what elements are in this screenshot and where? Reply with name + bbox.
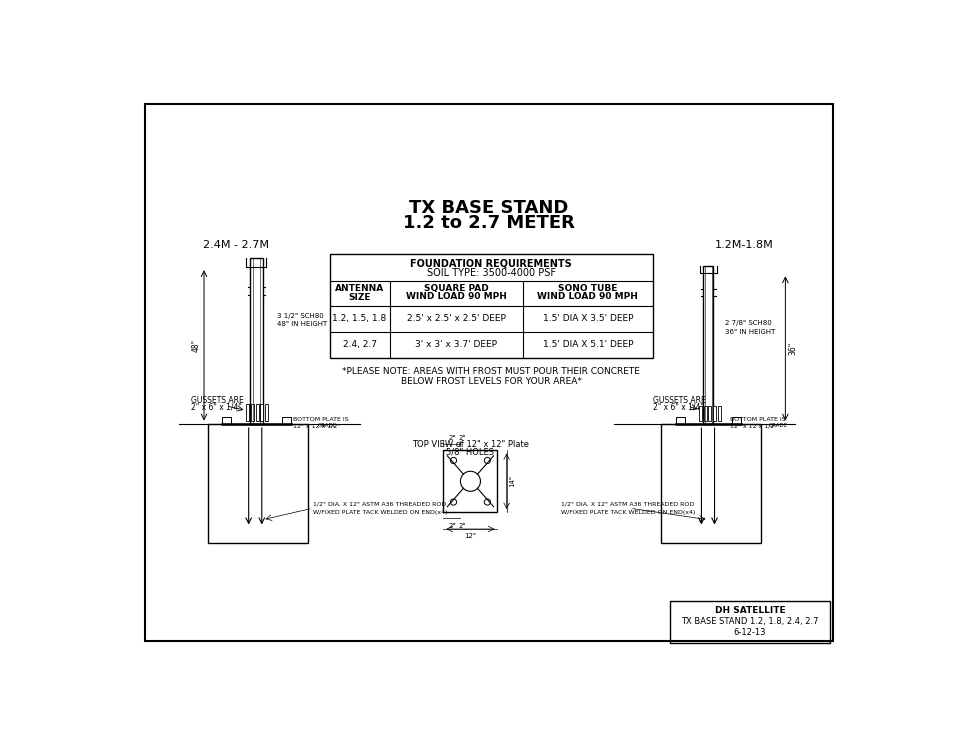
Text: TX BASE STAND: TX BASE STAND	[409, 199, 568, 217]
Bar	[265, 404, 268, 421]
Text: GUSSETS ARE: GUSSETS ARE	[191, 396, 243, 405]
Bar	[703, 406, 706, 421]
Text: 1.2M-1.8M: 1.2M-1.8M	[714, 240, 772, 250]
Bar	[675, 418, 684, 424]
Text: 2.4, 2.7: 2.4, 2.7	[342, 340, 376, 350]
Text: 2": 2"	[448, 435, 456, 441]
Text: 12" x 12 x 1/2": 12" x 12 x 1/2"	[293, 424, 339, 428]
Text: 6-12-13: 6-12-13	[733, 628, 765, 637]
Text: SQUARE PAD: SQUARE PAD	[423, 284, 488, 293]
Text: 2 7/8" SCH80: 2 7/8" SCH80	[723, 320, 770, 326]
Bar	[260, 404, 263, 421]
Text: ANTENNA: ANTENNA	[335, 284, 384, 293]
Text: 2.4M - 2.7M: 2.4M - 2.7M	[202, 240, 269, 250]
Text: GRADE: GRADE	[767, 423, 787, 427]
Text: BELOW FROST LEVELS FOR YOUR AREA*: BELOW FROST LEVELS FOR YOUR AREA*	[400, 376, 581, 386]
Text: 36": 36"	[787, 342, 797, 355]
Text: WIND LOAD 90 MPH: WIND LOAD 90 MPH	[405, 292, 506, 301]
Bar	[251, 404, 253, 421]
Text: W/FIXED PLATE TACK WELDED ON END(x4): W/FIXED PLATE TACK WELDED ON END(x4)	[313, 509, 447, 514]
Text: TOP VIEW of 12" x 12" Plate: TOP VIEW of 12" x 12" Plate	[412, 440, 528, 449]
Text: 12": 12"	[464, 533, 476, 539]
Bar	[717, 406, 720, 421]
Bar	[669, 601, 829, 643]
Text: 2": 2"	[448, 523, 456, 529]
Bar	[443, 450, 497, 512]
Text: 48": 48"	[192, 339, 201, 352]
Bar	[659, 424, 760, 543]
Text: 3' x 3' x 3.7' DEEP: 3' x 3' x 3.7' DEEP	[415, 340, 497, 350]
Text: SOIL TYPE: 3500-4000 PSF: SOIL TYPE: 3500-4000 PSF	[426, 268, 556, 277]
Text: BOTTOM PLATE IS: BOTTOM PLATE IS	[293, 417, 348, 422]
Text: SIZE: SIZE	[348, 294, 371, 303]
Text: 1.5' DIA X 3.5' DEEP: 1.5' DIA X 3.5' DEEP	[542, 314, 633, 323]
Text: 2" x 6" x 1/4": 2" x 6" x 1/4"	[191, 403, 241, 412]
Bar	[731, 418, 740, 424]
Bar	[221, 418, 231, 424]
Text: GUSSETS ARE: GUSSETS ARE	[652, 396, 705, 405]
Text: 3 1/2" SCH80: 3 1/2" SCH80	[277, 313, 324, 319]
Bar	[708, 406, 711, 421]
Text: TX BASE STAND 1.2, 1.8, 2.4, 2.7: TX BASE STAND 1.2, 1.8, 2.4, 2.7	[680, 617, 818, 626]
Bar	[699, 406, 701, 421]
Text: 36" IN HEIGHT: 36" IN HEIGHT	[723, 329, 774, 335]
Text: 2": 2"	[457, 523, 465, 529]
Bar	[702, 266, 713, 424]
Bar	[246, 404, 249, 421]
Text: 1.2 to 2.7 METER: 1.2 to 2.7 METER	[402, 214, 575, 232]
Text: DH SATELLITE: DH SATELLITE	[714, 606, 784, 615]
Text: GRADE: GRADE	[317, 423, 336, 427]
Text: 14": 14"	[509, 475, 516, 487]
Text: BOTTOM PLATE IS: BOTTOM PLATE IS	[729, 417, 784, 422]
Text: 2" x 6" x 1/4": 2" x 6" x 1/4"	[652, 403, 703, 412]
Text: *PLEASE NOTE: AREAS WITH FROST MUST POUR THEIR CONCRETE: *PLEASE NOTE: AREAS WITH FROST MUST POUR…	[342, 368, 639, 376]
Text: WIND LOAD 90 MPH: WIND LOAD 90 MPH	[537, 292, 638, 301]
Text: FOUNDATION REQUIREMENTS: FOUNDATION REQUIREMENTS	[410, 258, 572, 269]
Text: SONO TUBE: SONO TUBE	[558, 284, 617, 293]
Text: 2.5' x 2.5' x 2.5' DEEP: 2.5' x 2.5' x 2.5' DEEP	[406, 314, 505, 323]
Text: 1.2, 1.5, 1.8: 1.2, 1.5, 1.8	[332, 314, 386, 323]
Text: 48" IN HEIGHT: 48" IN HEIGHT	[277, 321, 327, 327]
Bar	[255, 404, 258, 421]
Bar	[281, 418, 291, 424]
Text: 12" x 12 x 1/2": 12" x 12 x 1/2"	[729, 424, 777, 428]
Text: 1.5' DIA X 5.1' DEEP: 1.5' DIA X 5.1' DEEP	[542, 340, 633, 350]
Text: W/FIXED PLATE TACK WELDED ON END(x4): W/FIXED PLATE TACK WELDED ON END(x4)	[560, 509, 694, 514]
Text: 1/2" DIA. X 12" ASTM A36 THREADED ROD: 1/2" DIA. X 12" ASTM A36 THREADED ROD	[313, 502, 445, 507]
Text: 1/2" DIA. X 12" ASTM A36 THREADED ROD: 1/2" DIA. X 12" ASTM A36 THREADED ROD	[560, 502, 693, 507]
Bar	[208, 424, 308, 543]
Bar	[250, 258, 262, 424]
Text: 5/8" HOLES: 5/8" HOLES	[446, 447, 494, 457]
Bar	[329, 254, 652, 358]
Text: 2": 2"	[457, 435, 465, 441]
Bar	[712, 406, 716, 421]
